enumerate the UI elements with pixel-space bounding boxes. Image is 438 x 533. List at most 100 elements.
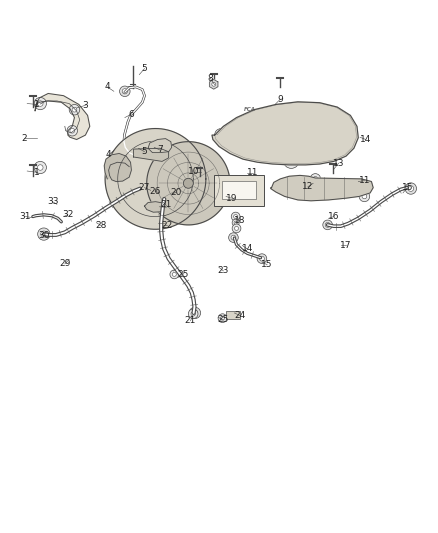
Text: 2: 2 [21,134,27,143]
Text: 6: 6 [128,110,134,118]
Circle shape [126,150,132,156]
Circle shape [408,185,414,191]
Text: 14: 14 [360,135,371,144]
Polygon shape [134,148,169,161]
Polygon shape [271,175,373,201]
Circle shape [365,183,369,188]
Text: 25: 25 [218,316,229,325]
Circle shape [323,220,332,230]
Polygon shape [35,93,90,140]
Circle shape [229,233,238,243]
Text: 23: 23 [218,266,229,276]
Text: 9: 9 [277,95,283,104]
Circle shape [359,191,370,201]
Text: 4: 4 [106,150,111,159]
Circle shape [362,194,367,199]
Text: 15: 15 [261,260,273,269]
Text: 15: 15 [402,183,413,192]
Circle shape [67,125,78,136]
Bar [214,174,264,206]
Circle shape [135,147,144,156]
Text: 20: 20 [171,188,182,197]
Text: 33: 33 [47,197,58,206]
Circle shape [69,104,80,115]
Bar [226,311,240,319]
Circle shape [215,197,223,205]
Text: 28: 28 [95,221,106,230]
Circle shape [34,161,46,174]
Circle shape [277,185,282,190]
Circle shape [259,256,264,261]
Polygon shape [147,142,230,225]
Text: 24: 24 [234,311,246,320]
Circle shape [170,270,179,279]
Circle shape [156,196,168,207]
Text: 16: 16 [328,212,339,221]
Text: 31: 31 [20,212,31,221]
Circle shape [232,224,241,233]
Circle shape [235,227,238,230]
Text: 19: 19 [226,193,237,203]
Circle shape [38,165,43,170]
Circle shape [212,83,215,86]
Circle shape [188,309,198,319]
Polygon shape [209,79,218,89]
Text: 11: 11 [247,168,259,177]
Text: 30: 30 [38,231,49,240]
Text: 4: 4 [105,83,110,92]
Circle shape [136,183,146,194]
Text: 22: 22 [162,221,173,230]
Circle shape [184,178,193,188]
Circle shape [195,167,205,177]
Polygon shape [105,128,206,229]
Circle shape [173,272,176,276]
Text: 8: 8 [207,74,213,83]
Text: 14: 14 [242,245,253,254]
Text: 26: 26 [149,187,161,196]
Circle shape [70,128,74,133]
Text: FCA: FCA [244,107,256,112]
Circle shape [257,254,267,263]
Circle shape [288,157,295,164]
Circle shape [362,181,372,191]
Circle shape [120,86,130,96]
Circle shape [283,152,299,168]
Text: 1: 1 [34,168,40,177]
Text: 18: 18 [234,216,246,225]
Polygon shape [145,201,164,212]
Text: 32: 32 [62,211,74,219]
Circle shape [122,88,127,94]
Text: 1: 1 [34,100,40,109]
Polygon shape [148,139,172,152]
Text: 5: 5 [141,64,148,73]
Circle shape [231,212,240,221]
Circle shape [217,178,221,182]
Circle shape [189,307,201,319]
Circle shape [325,222,330,227]
Circle shape [38,228,50,240]
Circle shape [138,186,144,191]
Circle shape [38,101,43,106]
Text: 11: 11 [359,176,370,185]
Text: 29: 29 [59,260,71,269]
Circle shape [198,169,202,174]
Circle shape [255,197,263,205]
Circle shape [215,128,228,142]
Circle shape [217,199,221,203]
Text: 27: 27 [139,183,150,192]
Circle shape [218,314,227,322]
Circle shape [191,312,195,316]
Polygon shape [104,154,131,182]
Circle shape [220,316,225,320]
Circle shape [192,310,198,316]
Circle shape [405,183,417,194]
Bar [222,181,256,199]
Text: 13: 13 [333,159,344,168]
Circle shape [124,147,135,158]
Circle shape [159,199,165,205]
Circle shape [234,221,237,224]
Text: 3: 3 [82,101,88,110]
Circle shape [41,231,47,237]
Text: 10: 10 [188,167,200,176]
Text: 17: 17 [340,241,352,250]
